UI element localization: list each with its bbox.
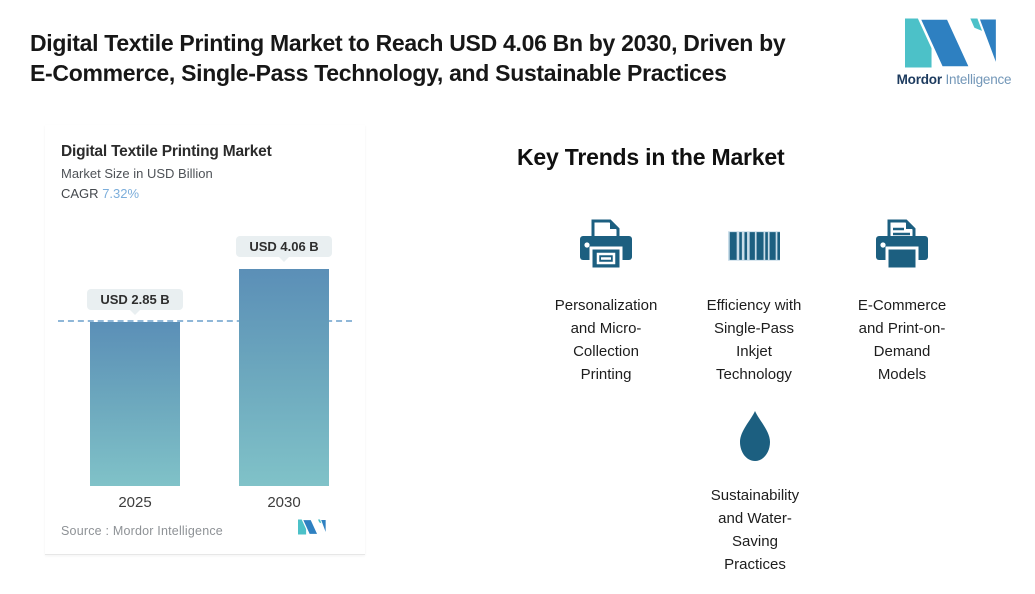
brand-text: Mordor Intelligence xyxy=(896,72,1012,87)
trend-item-personalization: Personalization and Micro- Collection Pr… xyxy=(532,216,680,386)
trends-grid: Personalization and Micro- Collection Pr… xyxy=(532,216,976,386)
bar-2030 xyxy=(239,269,329,486)
value-bubble-2025: USD 2.85 B xyxy=(87,289,183,315)
chart-title: Digital Textile Printing Market xyxy=(61,143,272,160)
trend-label-line: Models xyxy=(877,366,927,383)
brand-name-light: Intelligence xyxy=(945,72,1012,87)
trend-label-line: Inkjet xyxy=(736,343,772,360)
water-drop-icon xyxy=(740,406,770,466)
source-line: Source : Mordor Intelligence xyxy=(61,524,223,538)
trend-item-ecommerce: E-Commerce and Print-on- Demand Models xyxy=(828,216,976,386)
bar-column-2030: USD 4.06 B xyxy=(236,236,332,486)
trend-label-line: and Water- xyxy=(718,510,792,527)
page-title-line-2: E-Commerce, Single-Pass Technology, and … xyxy=(30,60,727,86)
page-title-line-1: Digital Textile Printing Market to Reach… xyxy=(30,30,786,56)
trend-label-line: Practices xyxy=(724,556,786,573)
trend-label-line: Demand xyxy=(873,343,931,360)
printer-icon xyxy=(578,216,634,276)
trend-label-line: Efficiency with xyxy=(706,297,802,314)
chart-cagr: CAGR 7.32% xyxy=(61,186,139,201)
trend-label-line: Technology xyxy=(716,366,792,383)
market-chart-card: Digital Textile Printing Market Market S… xyxy=(45,125,365,555)
trends-heading: Key Trends in the Market xyxy=(517,144,785,170)
trend-label-line: E-Commerce xyxy=(857,297,947,314)
value-label-2025: USD 2.85 B xyxy=(100,292,170,307)
value-label-2030: USD 4.06 B xyxy=(249,239,319,254)
trend-label-line: Saving xyxy=(732,533,778,550)
x-axis-label-2030: 2030 xyxy=(267,494,301,511)
printer-document-icon xyxy=(874,216,930,276)
trend-label: Personalization and Micro- Collection Pr… xyxy=(555,294,658,386)
trend-label: Efficiency with Single-Pass Inkjet Techn… xyxy=(707,294,802,386)
brand-name-bold: Mordor xyxy=(896,72,942,87)
bar-2025 xyxy=(90,322,180,486)
bar-column-2025: USD 2.85 B xyxy=(87,236,183,486)
source-value: Mordor Intelligence xyxy=(112,524,223,538)
value-bubble-2030: USD 4.06 B xyxy=(236,236,332,262)
trend-label-line: Personalization xyxy=(554,297,658,314)
trend-label-line: Sustainability xyxy=(710,487,800,504)
mordor-intelligence-logo: Mordor Intelligence xyxy=(896,18,1012,87)
plot-area: USD 2.85 B USD 4.06 B 2025 2030 xyxy=(58,236,352,511)
trend-label-line: Single-Pass xyxy=(713,320,795,337)
x-axis-label-2025: 2025 xyxy=(118,494,152,511)
page-title: Digital Textile Printing Market to Reach… xyxy=(30,28,786,88)
source-label: Source : xyxy=(61,524,110,538)
trend-label: Sustainability and Water- Saving Practic… xyxy=(711,484,799,576)
cagr-value: 7.32% xyxy=(102,186,140,201)
trend-label-line: and Print-on- xyxy=(858,320,946,337)
trend-label: E-Commerce and Print-on- Demand Models xyxy=(858,294,946,386)
chart-subtitle: Market Size in USD Billion xyxy=(61,166,213,181)
bubble-tail xyxy=(129,309,141,315)
trend-item-single-pass: Efficiency with Single-Pass Inkjet Techn… xyxy=(680,216,828,386)
bubble-tail xyxy=(278,256,290,262)
reference-dashed-line xyxy=(58,320,352,322)
trend-item-sustainability: Sustainability and Water- Saving Practic… xyxy=(681,406,829,576)
trend-label-line: Collection xyxy=(573,343,639,360)
mi-logo-small-icon xyxy=(298,518,328,540)
mordor-logo-mark-icon xyxy=(896,18,1012,68)
trend-label-line: Printing xyxy=(580,366,632,383)
trend-label-line: and Micro- xyxy=(570,320,642,337)
barcode-icon xyxy=(728,216,780,276)
cagr-label: CAGR xyxy=(61,186,99,201)
